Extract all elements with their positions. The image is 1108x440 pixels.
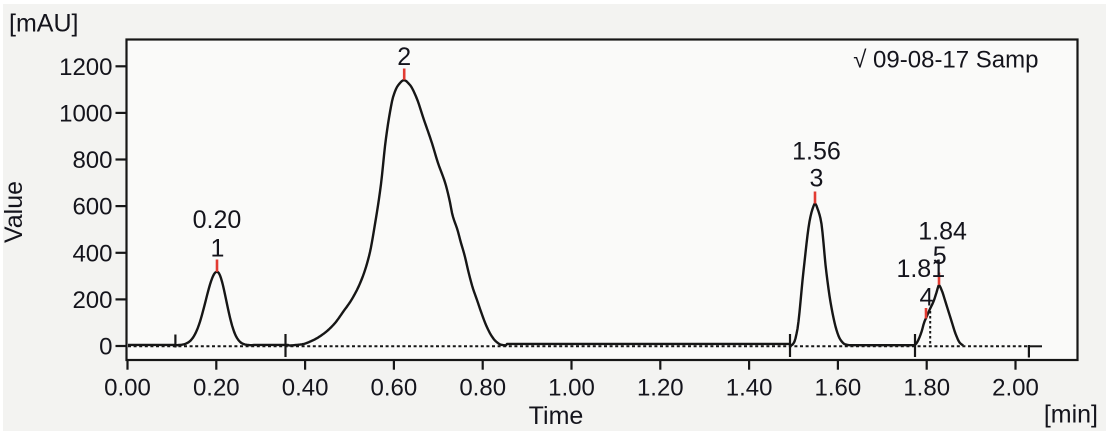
- svg-text:Value: Value: [0, 181, 28, 243]
- svg-text:0.60: 0.60: [371, 375, 418, 402]
- svg-text:1.40: 1.40: [726, 375, 773, 402]
- svg-text:1: 1: [211, 235, 225, 263]
- svg-text:0: 0: [99, 334, 112, 361]
- svg-text:[min]: [min]: [1044, 401, 1098, 429]
- svg-text:√ 09-08-17 Samp: √ 09-08-17 Samp: [853, 47, 1038, 74]
- svg-text:0.20: 0.20: [193, 206, 242, 234]
- svg-text:5: 5: [933, 242, 947, 270]
- svg-text:0.20: 0.20: [193, 375, 240, 402]
- svg-text:2.00: 2.00: [992, 375, 1039, 402]
- svg-text:Time: Time: [529, 402, 584, 430]
- svg-text:1.60: 1.60: [815, 375, 862, 402]
- svg-text:1.00: 1.00: [548, 375, 595, 402]
- svg-text:4: 4: [920, 284, 934, 312]
- svg-text:1200: 1200: [59, 54, 112, 81]
- svg-text:800: 800: [72, 147, 112, 174]
- svg-text:1.81: 1.81: [896, 255, 945, 283]
- svg-text:1.80: 1.80: [903, 375, 950, 402]
- svg-text:3: 3: [810, 165, 824, 193]
- svg-text:1000: 1000: [59, 100, 112, 127]
- svg-text:1.84: 1.84: [918, 218, 967, 246]
- svg-text:2: 2: [397, 43, 411, 71]
- svg-text:0.40: 0.40: [282, 375, 329, 402]
- svg-text:0.80: 0.80: [459, 375, 506, 402]
- svg-text:1.20: 1.20: [637, 375, 684, 402]
- svg-text:400: 400: [72, 240, 112, 267]
- svg-text:1.56: 1.56: [792, 138, 841, 166]
- svg-text:600: 600: [72, 194, 112, 221]
- svg-text:0.00: 0.00: [104, 375, 151, 402]
- svg-text:[mAU]: [mAU]: [9, 10, 78, 38]
- svg-text:200: 200: [72, 287, 112, 314]
